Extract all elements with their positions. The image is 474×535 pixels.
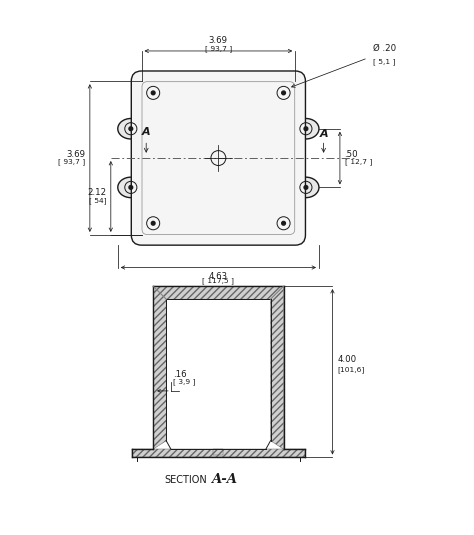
Text: 4.63: 4.63 xyxy=(209,272,228,281)
Text: 3.69: 3.69 xyxy=(66,150,85,159)
Circle shape xyxy=(282,91,285,95)
Circle shape xyxy=(151,221,155,225)
Text: [ 93,7 ]: [ 93,7 ] xyxy=(58,158,85,165)
Text: .50: .50 xyxy=(345,150,358,159)
Text: Ø .20: Ø .20 xyxy=(373,44,396,54)
Polygon shape xyxy=(153,286,283,299)
Polygon shape xyxy=(213,449,224,455)
Text: [ 3,9 ]: [ 3,9 ] xyxy=(173,379,196,385)
Text: [ 93,7 ]: [ 93,7 ] xyxy=(205,45,232,52)
Text: [ 5,1 ]: [ 5,1 ] xyxy=(373,58,395,65)
Ellipse shape xyxy=(293,118,319,139)
Text: [ 54]: [ 54] xyxy=(89,197,106,204)
Circle shape xyxy=(304,186,308,189)
Text: A-A: A-A xyxy=(211,473,237,486)
Ellipse shape xyxy=(118,177,144,197)
Text: SECTION: SECTION xyxy=(164,475,207,485)
Text: 3.69: 3.69 xyxy=(209,36,228,45)
FancyBboxPatch shape xyxy=(131,71,305,245)
Text: .16: .16 xyxy=(173,370,187,379)
Circle shape xyxy=(282,221,285,225)
Polygon shape xyxy=(153,286,166,449)
Circle shape xyxy=(304,127,308,131)
Text: [ 117,5 ]: [ 117,5 ] xyxy=(202,277,234,284)
Circle shape xyxy=(129,127,133,131)
Ellipse shape xyxy=(293,177,319,197)
Circle shape xyxy=(151,91,155,95)
Circle shape xyxy=(129,186,133,189)
Text: A: A xyxy=(142,127,151,137)
Text: [ 12,7 ]: [ 12,7 ] xyxy=(345,158,372,165)
Text: A: A xyxy=(319,129,328,139)
Polygon shape xyxy=(271,286,283,449)
Text: [101,6]: [101,6] xyxy=(337,366,365,373)
Text: 4.00: 4.00 xyxy=(337,355,356,364)
Ellipse shape xyxy=(118,118,144,139)
Polygon shape xyxy=(132,449,304,457)
Text: 2.12: 2.12 xyxy=(87,188,106,197)
